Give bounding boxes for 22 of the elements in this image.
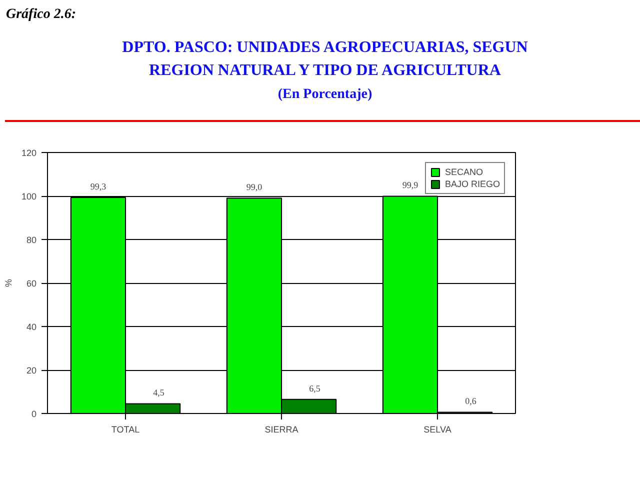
y-tick-label: 0	[31, 408, 37, 419]
legend-label: BAJO RIEGO	[444, 178, 500, 189]
x-tick-label: TOTAL	[111, 424, 140, 434]
y-tick-label: 40	[26, 322, 37, 332]
data-label: 6,5	[309, 382, 321, 393]
x-tick-label: SIERRA	[264, 424, 298, 434]
text: Gráfico 2.6:	[6, 6, 76, 24]
y-tick-label: 20	[26, 365, 37, 376]
data-label: 99,9	[402, 180, 419, 190]
chart-subtitle: (En Porcentaje)	[278, 86, 372, 102]
data-label: 0,6	[465, 396, 477, 406]
x-tick-label: SELVA	[424, 424, 452, 434]
legend-label: SECANO	[444, 166, 483, 177]
y-tick-label: 100	[21, 191, 37, 202]
chart-title: DPTO. PASCO: UNIDADES AGROPECUARIAS, SEGUN REGION NATURAL Y TIPO DE AGRICULTURA	[122, 39, 528, 79]
data-label: 99,0	[246, 182, 263, 192]
y-tick-label: 60	[26, 278, 37, 288]
y-axis-title: %	[3, 278, 14, 287]
data-label: 4,5	[153, 387, 165, 398]
y-tick-label: 120	[21, 148, 37, 158]
data-label: 99,3	[90, 181, 107, 192]
y-tick-label: 80	[26, 234, 37, 245]
